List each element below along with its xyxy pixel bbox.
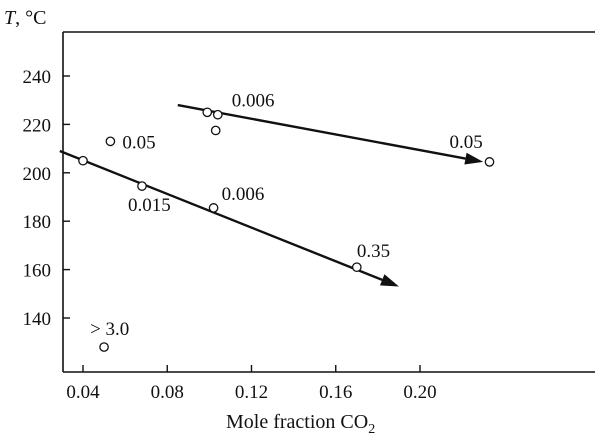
data-point <box>78 155 88 166</box>
x-tick-label: 0.20 <box>403 382 436 403</box>
data-points <box>78 107 495 352</box>
y-tick-label: 160 <box>23 261 52 282</box>
x-tick-label: 0.16 <box>319 382 352 403</box>
trend-lines <box>59 103 484 287</box>
y-tick-label: 180 <box>23 212 52 233</box>
trend-line <box>59 149 383 281</box>
point-label: 0.006 <box>222 184 265 205</box>
data-point <box>484 157 495 167</box>
plot-frame <box>62 31 595 373</box>
arrowhead <box>464 152 484 165</box>
point-label: 0.05 <box>122 132 155 153</box>
x-axis-title: Mole fraction CO2 <box>226 411 375 437</box>
x-tick-label: 0.04 <box>66 382 100 403</box>
y-axis-title: T, °C <box>4 7 46 29</box>
y-tick-label: 240 <box>23 67 52 88</box>
trend-line <box>177 103 466 160</box>
data-point <box>351 262 362 273</box>
y-tick-label: 140 <box>23 309 52 330</box>
y-tick-label: 200 <box>23 164 52 185</box>
data-point <box>137 181 147 191</box>
y-tick-label: 220 <box>23 115 52 136</box>
arrowhead <box>379 274 399 287</box>
point-label: 0.35 <box>357 241 390 262</box>
x-axis-ticks: 0.04 0.08 0.12 0.16 0.20 <box>66 365 437 403</box>
point-label: 0.006 <box>232 91 275 112</box>
y-axis-ticks: 140 160 180 200 220 240 <box>23 67 70 330</box>
x-tick-label: 0.12 <box>235 382 268 403</box>
data-point <box>208 203 219 213</box>
data-point <box>202 107 213 118</box>
x-tick-label: 0.08 <box>151 382 184 403</box>
data-point <box>99 342 109 352</box>
point-label: > 3.0 <box>90 319 129 340</box>
point-label: 0.05 <box>450 132 483 153</box>
data-point <box>105 136 116 147</box>
point-labels: 0.015 0.006 0.35 0.05 0.006 0.05 > 3.0 <box>90 91 483 340</box>
point-label: 0.015 <box>128 195 171 216</box>
data-point <box>212 109 223 120</box>
data-point <box>210 125 221 136</box>
